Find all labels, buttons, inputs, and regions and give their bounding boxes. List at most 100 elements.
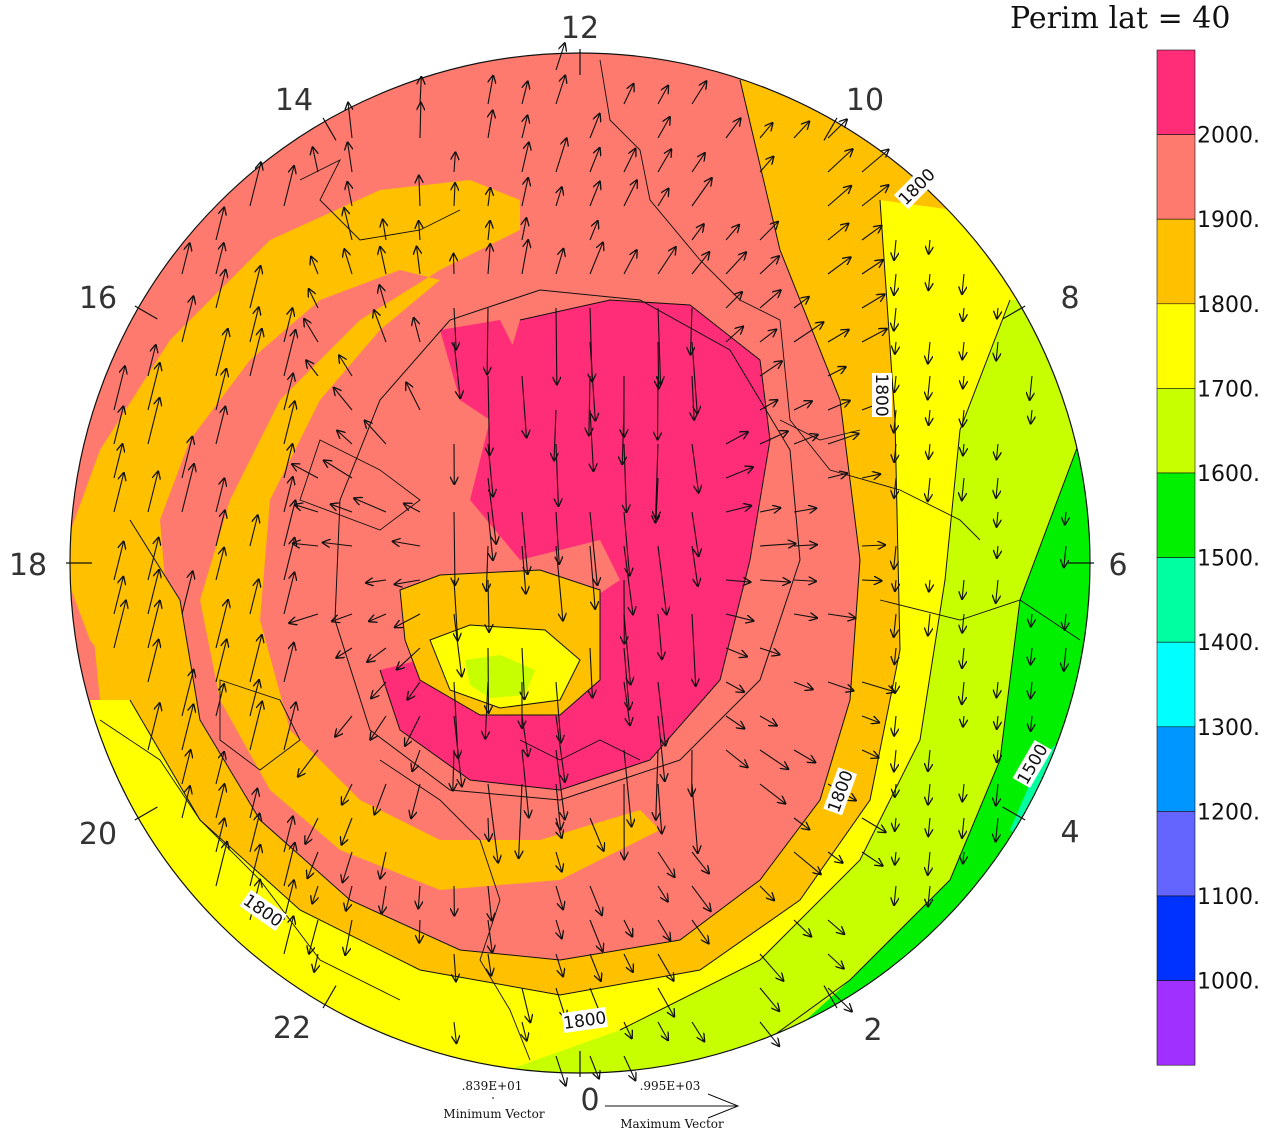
wind-vector (658, 783, 662, 833)
wind-vector (590, 647, 592, 698)
wind-vector (339, 356, 353, 377)
wind-vector (488, 221, 490, 241)
coastlines (99, 59, 1081, 1061)
wind-vector (725, 715, 744, 728)
wind-vector (313, 147, 318, 173)
svg-text:1800: 1800 (871, 373, 891, 416)
wind-vector (249, 635, 262, 683)
wind-vector (418, 885, 420, 908)
wind-vector (691, 153, 705, 173)
wind-vector (215, 600, 228, 649)
wind-vector (827, 434, 859, 445)
wind-vector (928, 477, 930, 501)
hour-label-2: 2 (863, 1013, 882, 1048)
wind-vector (369, 613, 387, 621)
wind-vector (249, 702, 262, 751)
wind-vector (759, 953, 783, 981)
wind-vector (861, 545, 885, 546)
wind-vector (623, 613, 630, 685)
wind-vector (332, 613, 353, 621)
wind-vector (336, 647, 353, 658)
wind-vector (657, 919, 670, 940)
wind-vector (759, 1021, 779, 1046)
wind-vector (556, 511, 559, 564)
colorbar-swatch (1156, 472, 1196, 558)
wind-vector (861, 851, 883, 866)
wind-vector (379, 285, 387, 309)
wind-vector (793, 749, 815, 762)
colorbar-swatch (1156, 641, 1196, 728)
wind-vector (249, 580, 259, 615)
wind-vector (725, 292, 742, 309)
wind-vector (555, 43, 565, 71)
wind-vector (342, 817, 353, 845)
wind-vector (354, 498, 387, 513)
wind-vector (928, 783, 930, 805)
wind-vector (895, 817, 896, 831)
hour-label-18: 18 (9, 548, 47, 583)
wind-vector (827, 330, 849, 343)
colorbar-label: 2000. (1197, 124, 1260, 149)
wind-vector (215, 407, 225, 445)
wind-vector (589, 885, 602, 915)
wind-vector (623, 84, 633, 105)
wind-vector (895, 851, 896, 865)
colorbar-swatch (1156, 303, 1196, 389)
wind-vector (962, 783, 964, 801)
wind-vector (963, 715, 964, 727)
wind-vector (1030, 647, 1032, 665)
wind-vector (488, 647, 489, 713)
wind-vector (894, 715, 896, 736)
wind-vector (589, 511, 597, 585)
wind-vector (962, 273, 964, 294)
wind-vector (519, 783, 522, 858)
wind-vector (521, 375, 526, 437)
wind-vector (113, 407, 123, 445)
wind-vector (215, 243, 224, 275)
wind-vector (894, 477, 896, 498)
wind-vector (928, 817, 930, 836)
colorbar-swatch (1156, 134, 1196, 220)
wind-vector (725, 467, 753, 479)
wind-vector (215, 208, 224, 241)
wind-vector (725, 252, 746, 275)
wind-vector (827, 681, 853, 691)
wind-vector (289, 613, 319, 623)
wind-vector (215, 511, 225, 547)
band-1600-core (465, 655, 535, 698)
wind-vector (488, 885, 492, 920)
wind-vector (374, 310, 387, 343)
wind-vector (928, 273, 930, 290)
wind-vector (759, 715, 777, 726)
wind-vector (658, 341, 659, 388)
wind-vector (691, 341, 697, 413)
wind-vector (623, 647, 629, 710)
wind-vector (453, 613, 462, 676)
wind-vector (383, 220, 386, 241)
wind-vector (298, 749, 319, 777)
contour-field (70, 53, 1090, 1073)
wind-vector (589, 182, 600, 207)
wind-vector (521, 511, 528, 574)
wind-vector (521, 987, 530, 1022)
wind-vector (624, 443, 626, 512)
wind-vector (249, 789, 257, 819)
wind-vector (997, 307, 998, 318)
wind-vector (623, 180, 637, 207)
wind-vector (997, 511, 998, 527)
wind-vector (488, 76, 493, 105)
wind-vector (555, 545, 563, 621)
colorbar-swatch (1156, 895, 1196, 981)
hour-label-0: 0 (580, 1083, 599, 1118)
wind-vector (929, 443, 930, 459)
wind-vector (147, 363, 160, 411)
wind-vector (113, 542, 124, 581)
wind-vector (759, 508, 780, 512)
wind-vector (283, 843, 295, 887)
wind-vector (861, 681, 894, 692)
wind-vector (691, 919, 709, 943)
wind-vector (380, 851, 387, 879)
wind-vector (962, 409, 964, 426)
colorbar-swatch (1156, 49, 1196, 135)
wind-vector (827, 987, 852, 1011)
